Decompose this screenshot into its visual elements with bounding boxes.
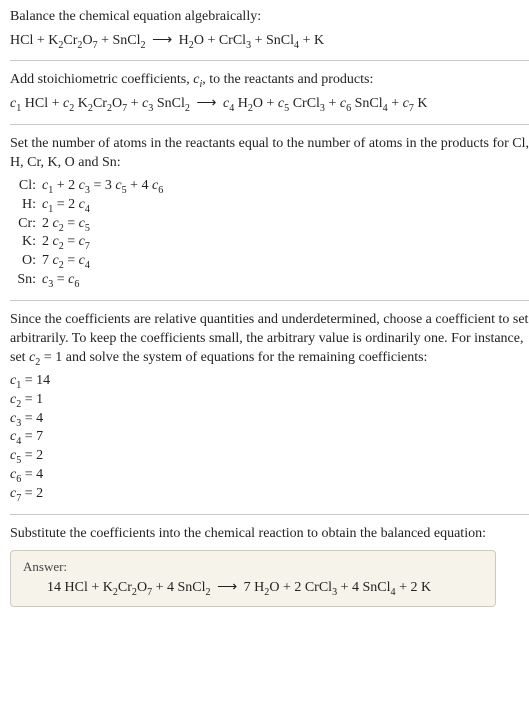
element-label: O: xyxy=(10,252,42,271)
element-equation: c1 + 2 c3 = 3 c5 + 4 c6 xyxy=(42,177,169,196)
element-label: K: xyxy=(10,233,42,252)
divider-1 xyxy=(10,60,529,61)
list-item: c6 = 4 xyxy=(10,466,529,485)
list-item: c2 = 1 xyxy=(10,391,529,410)
list-item: c4 = 7 xyxy=(10,428,529,447)
list-item: c1 = 14 xyxy=(10,372,529,391)
list-item: c7 = 2 xyxy=(10,485,529,504)
element-equation: 2 c2 = c5 xyxy=(42,215,169,234)
element-equation: 2 c2 = c7 xyxy=(42,233,169,252)
table-row: Cl: c1 + 2 c3 = 3 c5 + 4 c6 xyxy=(10,177,169,196)
list-item: c5 = 2 xyxy=(10,447,529,466)
element-equation: 7 c2 = c4 xyxy=(42,252,169,271)
table-row: Sn: c3 = c6 xyxy=(10,271,169,290)
element-label: Sn: xyxy=(10,271,42,290)
balanced-equation: 14 HCl + K2Cr2O7 + 4 SnCl2 ⟶ 7 H2O + 2 C… xyxy=(23,579,483,596)
list-item: c3 = 4 xyxy=(10,410,529,429)
element-equation: c1 = 2 c4 xyxy=(42,196,169,215)
atoms-intro: Set the number of atoms in the reactants… xyxy=(10,135,529,173)
element-label: H: xyxy=(10,196,42,215)
substitute-paragraph: Substitute the coefficients into the che… xyxy=(10,525,529,544)
table-row: H: c1 = 2 c4 xyxy=(10,196,169,215)
relative-paragraph: Since the coefficients are relative quan… xyxy=(10,311,529,368)
intro-text-2: Add stoichiometric coefficients, ci, to … xyxy=(10,71,529,90)
unbalanced-equation: HCl + K2Cr2O7 + SnCl2 ⟶ H2O + CrCl3 + Sn… xyxy=(10,31,529,51)
element-label: Cr: xyxy=(10,215,42,234)
answer-box: Answer: 14 HCl + K2Cr2O7 + 4 SnCl2 ⟶ 7 H… xyxy=(10,550,496,607)
table-row: O: 7 c2 = c4 xyxy=(10,252,169,271)
table-row: Cr: 2 c2 = c5 xyxy=(10,215,169,234)
intro-text-1: Balance the chemical equation algebraica… xyxy=(10,8,529,27)
divider-3 xyxy=(10,300,529,301)
element-label: Cl: xyxy=(10,177,42,196)
answer-label: Answer: xyxy=(23,559,483,575)
element-equations-table: Cl: c1 + 2 c3 = 3 c5 + 4 c6 H: c1 = 2 c4… xyxy=(10,177,169,290)
divider-2 xyxy=(10,124,529,125)
coefficient-equation: c1 HCl + c2 K2Cr2O7 + c3 SnCl2 ⟶ c4 H2O … xyxy=(10,94,529,114)
coefficients-list: c1 = 14 c2 = 1 c3 = 4 c4 = 7 c5 = 2 c6 =… xyxy=(10,372,529,504)
table-row: K: 2 c2 = c7 xyxy=(10,233,169,252)
divider-4 xyxy=(10,514,529,515)
element-equation: c3 = c6 xyxy=(42,271,169,290)
